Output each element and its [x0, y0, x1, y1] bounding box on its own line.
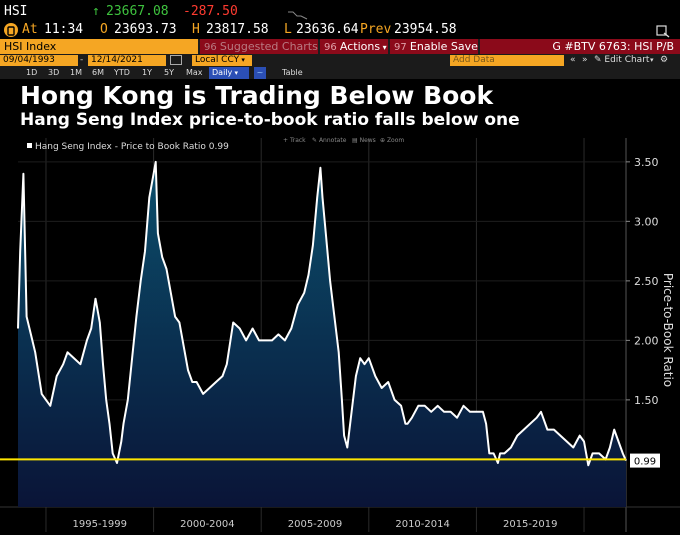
x-tick-label: 2005-2009 [288, 519, 343, 530]
zoom-tool[interactable]: ⊕ Zoom [380, 137, 404, 144]
pencil-icon: ✎ [594, 55, 605, 65]
suggested-charts-label: Suggested Charts [219, 40, 318, 53]
currency-select[interactable]: Local CCY ▾ [192, 55, 252, 66]
y-axis: 3.50 3.00 2.50 2.00 1.50 [626, 156, 659, 407]
frequency-select-text: Daily [212, 68, 233, 77]
y-tick-label: 3.00 [634, 215, 659, 228]
high-value: 23817.58 [206, 22, 269, 37]
quote-time: 11:34 [44, 22, 84, 37]
up-arrow-icon: ↑ [92, 4, 100, 19]
chart-id-text: G #BTV 6763: HSI P/B [552, 40, 674, 53]
legend-label: Hang Seng Index - Price to Book Ratio 0.… [35, 142, 229, 152]
period-3d[interactable]: 3D [48, 68, 60, 77]
collapse-icon[interactable]: « [570, 55, 576, 65]
actions-label: Actions [339, 40, 381, 53]
enable-save-button[interactable]: 97 Enable Save [390, 39, 478, 54]
open-value: 23693.73 [114, 22, 177, 37]
y-axis-title: Price-to-Book Ratio [661, 273, 675, 387]
x-tick-label: 1995-1999 [73, 519, 128, 530]
table-button[interactable]: Table [282, 68, 303, 77]
pb-area-fill [18, 161, 626, 507]
last-price: 23667.08 [106, 4, 169, 19]
price-to-book-chart[interactable]: 3.50 3.00 2.50 2.00 1.50 1995-1999 2000-2004 2… [0, 132, 680, 535]
suggested-charts-icon: 96 [204, 42, 220, 53]
prev-value: 23954.58 [394, 22, 457, 37]
period-1m[interactable]: 1M [70, 68, 82, 77]
currency-select-text: Local CCY [195, 55, 240, 65]
chart-tools: + Track ✎ Annotate ▤ News ⊕ Zoom [283, 137, 404, 144]
security-field-text: HSI Index [4, 40, 57, 53]
period-1y[interactable]: 1Y [142, 68, 152, 77]
period-ytd[interactable]: YTD [114, 68, 130, 77]
chevron-down-icon: ▾ [232, 69, 238, 77]
y-tick-label: 2.00 [634, 334, 659, 347]
at-label: At [22, 22, 38, 37]
window-tool-icon[interactable] [655, 23, 671, 38]
high-label: H [192, 22, 200, 37]
quote-bar: HSI ↑ 23667.08 -287.50 [0, 0, 680, 22]
open-label: O [100, 22, 108, 37]
add-data-field[interactable]: Add Data [450, 55, 564, 66]
track-tool[interactable]: + Track [283, 137, 306, 144]
period-6m[interactable]: 6M [92, 68, 104, 77]
chart-toolbar: HSI Index 96 Suggested Charts 96 Actions… [0, 39, 680, 54]
dropdown-icon[interactable]: ▾ [650, 56, 654, 64]
frequency-select[interactable]: Daily ▾ [209, 67, 249, 79]
y-tick-label: 3.50 [634, 156, 659, 169]
x-tick-label: 2010-2014 [395, 519, 450, 530]
low-value: 23636.64 [296, 22, 359, 37]
annotate-tool[interactable]: ✎ Annotate [312, 137, 347, 144]
actions-icon: 96 [324, 42, 340, 53]
date-range-bar: 09/04/1993 - 12/14/2021 Local CCY ▾ Add … [0, 54, 680, 67]
quote-detail-bar: At 11:34 O 23693.73 H 23817.58 L 23636.6… [0, 22, 680, 39]
period-bar: 1D 3D 1M 6M YTD 1Y 5Y Max Daily ▾ ~ Tabl… [0, 67, 680, 79]
x-tick-label: 2015-2019 [503, 519, 558, 530]
security-field[interactable]: HSI Index [0, 39, 198, 54]
legend-swatch [27, 143, 32, 148]
chart-type-icon[interactable]: ~ [254, 67, 266, 79]
chevron-down-icon: ▾ [380, 43, 387, 52]
page-title: Hong Kong is Trading Below Book [20, 81, 494, 110]
page-subtitle: Hang Seng Index price-to-book ratio fall… [20, 110, 520, 130]
add-data-placeholder: Add Data [453, 55, 495, 65]
enable-save-label: Enable Save [409, 40, 478, 53]
enable-save-icon: 97 [394, 42, 410, 53]
period-1d[interactable]: 1D [26, 68, 38, 77]
edit-chart-label: Edit Chart [604, 55, 650, 65]
x-tick-label: 2000-2004 [180, 519, 235, 530]
expand-icon[interactable]: » [582, 55, 588, 65]
low-label: L [284, 22, 292, 37]
prev-label: Prev [360, 22, 392, 37]
date-separator: - [80, 55, 84, 65]
end-date-field[interactable]: 12/14/2021 [88, 55, 166, 66]
start-date-field[interactable]: 09/04/1993 [0, 55, 78, 66]
news-tool[interactable]: ▤ News [352, 137, 376, 144]
period-5y[interactable]: 5Y [164, 68, 174, 77]
x-axis: 1995-1999 2000-2004 2005-2009 2010-2014 2015… [73, 519, 558, 530]
actions-button[interactable]: 96 Actions ▾ [320, 39, 388, 54]
y-tick-label: 2.50 [634, 275, 659, 288]
net-change: -287.50 [183, 4, 238, 19]
alert-icon[interactable] [4, 23, 18, 37]
period-max[interactable]: Max [186, 68, 203, 77]
ticker-symbol: HSI [4, 4, 28, 19]
edit-chart-button[interactable]: ✎ Edit Chart [594, 55, 649, 66]
settings-icon[interactable]: ⚙ [660, 55, 669, 65]
chart-id-label: G #BTV 6763: HSI P/B [480, 39, 680, 54]
y-tick-label: 1.50 [634, 394, 659, 407]
pb-series-line [17, 160, 627, 467]
last-value-badge: 0.99 [630, 453, 660, 468]
last-value-text: 0.99 [634, 457, 656, 468]
suggested-charts-button[interactable]: 96 Suggested Charts [200, 39, 318, 54]
trend-up-icon [287, 6, 309, 20]
chevron-down-icon: ▾ [239, 56, 245, 64]
calendar-icon[interactable] [170, 55, 182, 65]
